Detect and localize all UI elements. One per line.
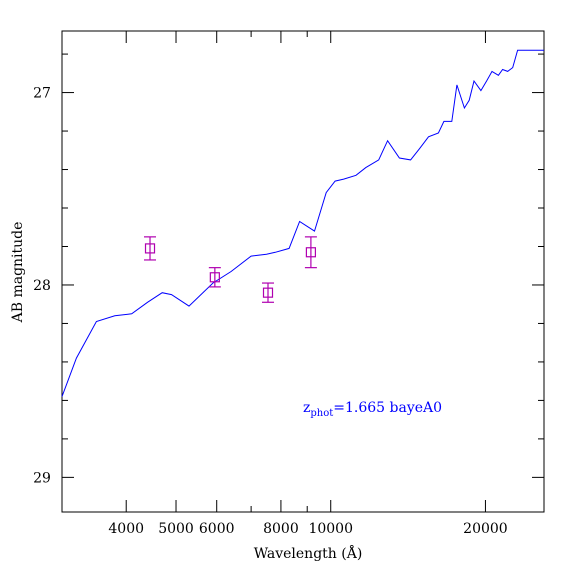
annotation-text: =1.665 bayeA0 <box>333 400 442 416</box>
y-tick-labels: 27 28 29 <box>33 86 51 487</box>
x-tick-label: 5000 <box>158 521 194 537</box>
sed-model-line <box>61 49 544 397</box>
x-tick-label: 10000 <box>308 521 353 537</box>
photometry-point <box>304 236 317 269</box>
x-tick-labels: 4000 5000 6000 8000 10000 20000 <box>108 521 507 537</box>
plot-frame <box>61 30 545 513</box>
y-tick-label: 27 <box>33 86 51 102</box>
annotation-prefix: z <box>303 400 310 416</box>
photometry-points <box>144 236 317 303</box>
point-marker <box>144 243 156 254</box>
photo-z-annotation: zphot=1.665 bayeA0 <box>303 400 442 419</box>
y-tick-label: 29 <box>33 470 51 486</box>
annotation-subscript: phot <box>310 408 333 419</box>
y-axis-label: AB magnitude <box>10 222 26 324</box>
point-marker <box>305 247 317 258</box>
sed-model-series <box>61 49 544 397</box>
x-tick-label: 20000 <box>463 521 508 537</box>
point-marker <box>209 272 220 283</box>
photometry-point <box>262 282 275 303</box>
point-marker <box>262 287 274 298</box>
x-tick-label: 6000 <box>199 521 235 537</box>
x-tick-label: 4000 <box>108 521 144 537</box>
x-tick-label: 8000 <box>263 521 299 537</box>
x-axis-label: Wavelength (Å) <box>254 544 363 562</box>
y-tick-label: 28 <box>33 278 51 294</box>
photometry-point <box>144 236 157 261</box>
photometry-point <box>208 267 221 288</box>
axis-ticks <box>61 31 544 512</box>
